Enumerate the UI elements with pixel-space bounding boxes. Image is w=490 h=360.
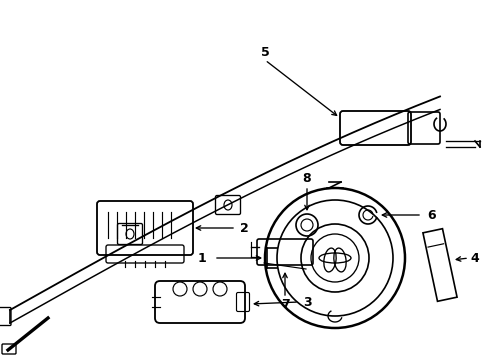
Text: 6: 6 bbox=[428, 208, 436, 221]
FancyBboxPatch shape bbox=[0, 307, 11, 325]
Text: 8: 8 bbox=[303, 171, 311, 185]
Text: 4: 4 bbox=[470, 252, 479, 265]
Text: 2: 2 bbox=[240, 221, 248, 234]
Text: 7: 7 bbox=[281, 298, 290, 311]
Text: 5: 5 bbox=[261, 45, 270, 59]
Text: 3: 3 bbox=[303, 296, 311, 309]
Text: 1: 1 bbox=[197, 252, 206, 265]
